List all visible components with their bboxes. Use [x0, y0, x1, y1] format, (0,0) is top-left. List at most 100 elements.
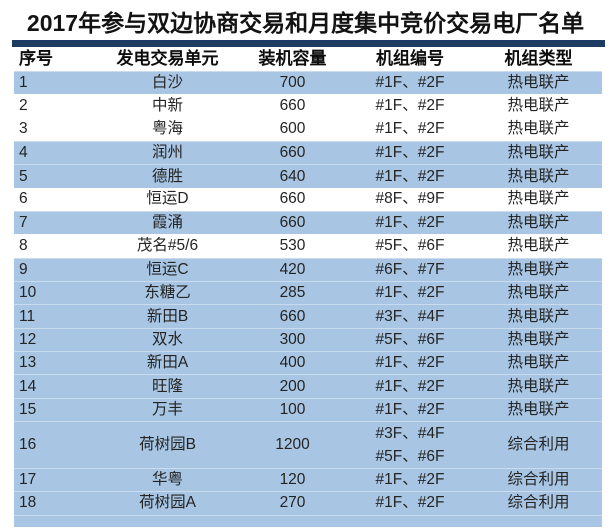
cell-trading-unit: 中新: [151, 97, 183, 115]
table-row: 11 新田B 660 #3F、#4F 热电联产: [14, 304, 602, 328]
cell-unit-number: #3F、#4F: [375, 307, 445, 325]
table-row: 8 茂名#5/6 530 #5F、#6F 热电联产: [14, 234, 602, 258]
cell-trading-unit: 新田A: [146, 354, 189, 372]
cell-capacity: 285: [279, 284, 306, 302]
accent-bar: [12, 40, 605, 47]
cell-serial: 2: [19, 97, 28, 115]
table-row: 1 白沙 700 #1F、#2F 热电联产: [14, 71, 602, 95]
cell-capacity: 200: [279, 377, 306, 395]
cell-unit-number: #1F、#2F: [375, 97, 445, 115]
cell-capacity: 660: [279, 144, 306, 162]
table-row: 12 双水 300 #5F、#6F 热电联产: [14, 327, 602, 352]
cell-capacity: 600: [279, 120, 306, 138]
cell-unit-number: #5F、#6F: [375, 237, 445, 255]
cell-unit-type: 热电联产: [507, 237, 570, 255]
cell-serial: 12: [19, 331, 37, 349]
cell-serial: 18: [19, 494, 37, 512]
table-row: 2 中新 660 #1F、#2F 热电联产: [14, 94, 602, 118]
power-plant-table: 序号 发电交易单元 装机容量 机组编号 机组类型 1 白沙 700 #1F、#2…: [14, 47, 602, 515]
table-row: 17 华粤 120 #1F、#2F 综合利用: [14, 467, 602, 492]
cell-unit-type: 热电联产: [507, 97, 570, 115]
cell-capacity: 120: [279, 471, 306, 489]
cell-trading-unit: 新田B: [146, 307, 189, 325]
cell-unit-number: #1F、#2F: [375, 214, 445, 232]
cell-trading-unit: 粤海: [151, 120, 183, 138]
cell-unit-type: 热电联产: [507, 284, 570, 302]
cell-capacity: 700: [279, 74, 306, 92]
cell-capacity: 640: [279, 167, 306, 185]
table-row: 3 粤海 600 #1F、#2F 热电联产: [14, 117, 602, 142]
cell-trading-unit: 霞涌: [151, 214, 183, 232]
cell-serial: 10: [19, 284, 37, 302]
cell-trading-unit: 润州: [151, 144, 183, 162]
cell-unit-type: 热电联产: [507, 331, 570, 349]
cell-unit-type: 热电联产: [507, 144, 570, 162]
cell-unit-type: 热电联产: [507, 74, 570, 92]
cell-capacity: 660: [279, 307, 306, 325]
cell-serial: 11: [19, 307, 36, 325]
column-header-trading-unit: 发电交易单元: [116, 49, 219, 69]
page: 2017年参与双边协商交易和月度集中竞价交易电厂名单 序号 发电交易单元 装机容…: [0, 9, 611, 528]
cell-unit-type: 热电联产: [507, 377, 570, 395]
column-header-capacity: 装机容量: [258, 49, 327, 69]
column-header-serial: 序号: [19, 49, 53, 69]
cell-capacity: 660: [279, 97, 306, 115]
cell-unit-number: #1F、#2F: [375, 494, 445, 512]
column-header-unit-type: 机组类型: [504, 49, 573, 69]
cell-serial: 13: [19, 354, 37, 372]
cell-unit-type: 热电联产: [507, 261, 570, 279]
cell-trading-unit: 旺隆: [151, 377, 183, 395]
cell-unit-number: #1F、#2F: [375, 167, 445, 185]
cell-unit-number: #1F、#2F: [375, 120, 445, 138]
unit-number-line-2: #5F、#6F: [375, 447, 445, 465]
cell-unit-number: #3F、#4F #5F、#6F: [345, 425, 475, 466]
table-row: 13 新田A 400 #1F、#2F 热电联产: [14, 351, 602, 375]
cell-unit-number: #1F、#2F: [375, 377, 445, 395]
cell-unit-type: 综合利用: [507, 471, 570, 489]
cell-unit-number: #1F、#2F: [375, 354, 445, 372]
cell-unit-number: #1F、#2F: [375, 401, 445, 419]
cell-trading-unit: 荷树园A: [139, 494, 196, 512]
cell-serial: 16: [19, 436, 37, 454]
cell-capacity: 270: [279, 494, 306, 512]
cell-serial: 14: [19, 377, 37, 395]
cell-serial: 3: [19, 120, 28, 138]
cell-capacity: 420: [279, 261, 306, 279]
cell-trading-unit: 东糖乙: [144, 284, 191, 302]
table-row: 16 荷树园B 1200 #3F、#4F #5F、#6F 综合利用: [14, 421, 602, 468]
cell-unit-type: 热电联产: [507, 354, 570, 372]
page-title: 2017年参与双边协商交易和月度集中竞价交易电厂名单: [26, 10, 585, 36]
cell-unit-type: 热电联产: [507, 190, 570, 208]
cell-capacity: 400: [279, 354, 306, 372]
table-row: 6 恒运D 660 #8F、#9F 热电联产: [14, 187, 602, 212]
unit-number-line-1: #3F、#4F: [375, 424, 445, 442]
cell-trading-unit: 华粤: [151, 471, 183, 489]
cell-capacity: 530: [279, 237, 306, 255]
cell-capacity: 300: [279, 331, 306, 349]
table-row: 7 霞涌 660 #1F、#2F 热电联产: [14, 211, 602, 235]
cell-unit-number: #5F、#6F: [375, 331, 445, 349]
cell-capacity: 660: [279, 214, 306, 232]
cell-trading-unit: 双水: [151, 331, 183, 349]
cell-trading-unit: 德胜: [151, 167, 183, 185]
cell-unit-type: 热电联产: [507, 120, 570, 138]
cell-serial: 7: [19, 214, 28, 232]
cell-unit-type: 热电联产: [507, 214, 570, 232]
cell-capacity: 1200: [275, 436, 310, 454]
cell-serial: 5: [19, 167, 28, 185]
cell-unit-type: 热电联产: [507, 307, 570, 325]
cell-trading-unit: 茂名#5/6: [136, 237, 199, 255]
table-header-row: 序号 发电交易单元 装机容量 机组编号 机组类型: [14, 47, 602, 71]
cell-trading-unit: 恒运D: [146, 190, 189, 208]
cell-unit-number: #6F、#7F: [375, 261, 445, 279]
table-row: 9 恒运C 420 #6F、#7F 热电联产: [14, 257, 602, 282]
cell-serial: 6: [19, 190, 28, 208]
cell-trading-unit: 万丰: [151, 401, 183, 419]
cell-serial: 8: [19, 237, 28, 255]
column-header-unit-number: 机组编号: [376, 49, 444, 69]
cell-serial: 15: [19, 401, 37, 419]
cell-unit-type: 热电联产: [507, 167, 570, 185]
partial-next-row: [14, 514, 602, 527]
cell-unit-type: 热电联产: [507, 401, 570, 419]
cell-serial: 17: [19, 471, 37, 489]
